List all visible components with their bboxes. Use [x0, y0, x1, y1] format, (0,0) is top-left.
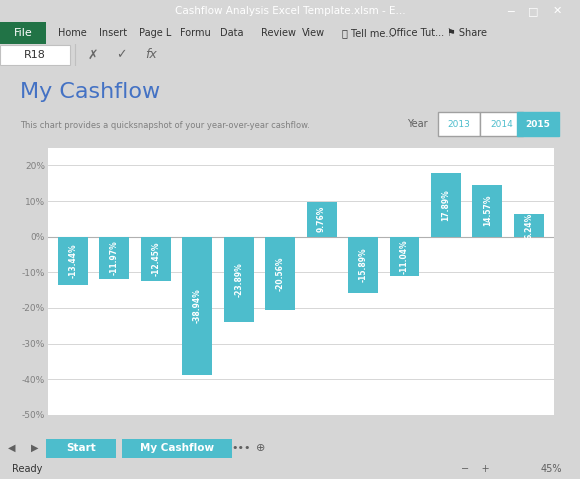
Text: ▶: ▶: [31, 443, 38, 453]
Bar: [224, 237, 253, 322]
Text: 45%: 45%: [540, 464, 562, 474]
Text: 2013: 2013: [448, 120, 470, 129]
Text: My Cashflow: My Cashflow: [20, 82, 160, 102]
Text: This chart provides a quicksnapshot of your year-over-year cashflow.: This chart provides a quicksnapshot of y…: [20, 121, 310, 130]
Text: 6.24%: 6.24%: [524, 212, 534, 239]
Text: Office Tut...: Office Tut...: [389, 28, 444, 38]
Text: □: □: [528, 6, 539, 16]
Text: -20.56%: -20.56%: [276, 256, 285, 291]
Bar: [0, 22, 46, 44]
Text: 2014: 2014: [490, 120, 513, 129]
Text: R18: R18: [24, 50, 46, 60]
Bar: [307, 202, 336, 237]
FancyBboxPatch shape: [46, 439, 116, 458]
Bar: [390, 237, 419, 276]
FancyBboxPatch shape: [122, 439, 232, 458]
Text: -12.45%: -12.45%: [151, 241, 160, 276]
Text: 14.57%: 14.57%: [483, 195, 492, 227]
Bar: [473, 185, 502, 237]
Bar: [99, 237, 129, 279]
Text: View: View: [302, 28, 325, 38]
Text: −    +: − +: [461, 464, 490, 474]
Text: Review: Review: [261, 28, 296, 38]
Bar: [182, 237, 212, 376]
Text: 9.76%: 9.76%: [317, 206, 326, 232]
Text: Start: Start: [66, 443, 96, 453]
Text: Formu: Formu: [180, 28, 211, 38]
Text: Page L: Page L: [139, 28, 172, 38]
Text: ✗: ✗: [88, 48, 98, 61]
Text: Year: Year: [407, 118, 427, 128]
Bar: [514, 215, 544, 237]
Text: fx: fx: [145, 48, 157, 61]
Text: -23.89%: -23.89%: [234, 262, 243, 297]
Text: Insert: Insert: [99, 28, 126, 38]
Bar: [348, 237, 378, 293]
Text: Data: Data: [220, 28, 244, 38]
Text: ─: ─: [507, 6, 514, 16]
Bar: [265, 237, 295, 310]
Text: -13.44%: -13.44%: [68, 243, 77, 278]
Bar: [0, 45, 70, 65]
Text: -11.04%: -11.04%: [400, 239, 409, 274]
Text: ⊕: ⊕: [256, 443, 266, 453]
Text: -15.89%: -15.89%: [358, 248, 368, 282]
Bar: [431, 173, 461, 237]
Text: Cashflow Analysis Excel Template.xlsm - E...: Cashflow Analysis Excel Template.xlsm - …: [175, 6, 405, 16]
Text: -11.97%: -11.97%: [110, 240, 119, 275]
FancyBboxPatch shape: [480, 113, 523, 137]
Text: ◀: ◀: [8, 443, 15, 453]
Text: ✓: ✓: [117, 48, 127, 61]
Text: Home: Home: [58, 28, 87, 38]
Text: 2015: 2015: [525, 120, 550, 129]
Bar: [58, 237, 88, 285]
Text: ✕: ✕: [552, 6, 561, 16]
Text: Ready: Ready: [12, 464, 42, 474]
Text: 🔍 Tell me...: 🔍 Tell me...: [342, 28, 394, 38]
Text: My Cashflow: My Cashflow: [140, 443, 214, 453]
Bar: [141, 237, 171, 281]
Text: 17.89%: 17.89%: [441, 189, 451, 221]
FancyBboxPatch shape: [438, 113, 480, 137]
Text: -38.94%: -38.94%: [193, 289, 202, 323]
Text: File: File: [14, 28, 32, 38]
Text: •••: •••: [231, 443, 251, 453]
Text: ⚑ Share: ⚑ Share: [447, 28, 487, 38]
FancyBboxPatch shape: [517, 113, 559, 137]
